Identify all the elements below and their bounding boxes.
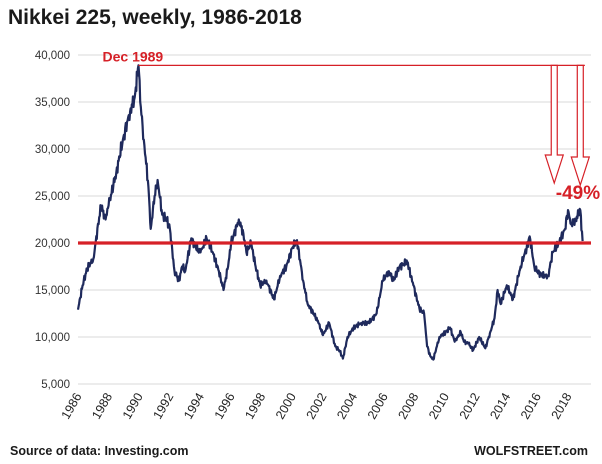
x-tick-label: 1992 <box>150 390 176 421</box>
y-tick-label: 20,000 <box>35 238 70 250</box>
x-tick-label: 2016 <box>518 390 544 421</box>
grid-lines <box>78 54 591 385</box>
x-tick-label: 2018 <box>549 390 575 421</box>
y-tick-label: 5,000 <box>41 379 70 391</box>
x-tick-label: 2008 <box>395 390 421 421</box>
source-note: Source of data: Investing.com <box>10 444 189 458</box>
drop-arrow-left <box>544 64 565 185</box>
y-tick-label: 30,000 <box>35 144 70 156</box>
y-tick-label: 35,000 <box>35 97 70 109</box>
change-label: -49% <box>556 183 600 204</box>
x-tick-label: 2012 <box>457 390 483 421</box>
nikkei-series-line <box>76 64 584 361</box>
brand-label: WOLFSTREET.com <box>474 444 588 458</box>
x-tick-label: 1990 <box>120 390 146 421</box>
x-tick-label: 1988 <box>89 390 115 421</box>
x-tick-label: 2004 <box>334 390 360 421</box>
x-tick-label: 1986 <box>59 390 85 421</box>
y-tick-label: 40,000 <box>35 50 70 62</box>
x-tick-label: 2002 <box>304 390 330 421</box>
x-tick-label: 1998 <box>242 390 268 421</box>
y-axis: 5,000 10,000 15,000 20,000 25,000 30,000 35,00… <box>35 50 70 391</box>
x-axis: 1986 1988 1990 1992 1994 1996 1998 2000 2002 2004… <box>59 390 575 421</box>
y-tick-label: 25,000 <box>35 191 70 203</box>
drop-arrow-right <box>570 64 591 187</box>
y-tick-label: 10,000 <box>35 332 70 344</box>
x-tick-label: 2000 <box>273 390 299 421</box>
annotation-layer: Dec 1989 -49% <box>78 48 600 245</box>
y-tick-label: 15,000 <box>35 285 70 297</box>
peak-label: Dec 1989 <box>103 48 164 64</box>
x-tick-label: 2014 <box>487 390 513 421</box>
series-layer <box>76 64 584 361</box>
x-tick-label: 2010 <box>426 390 452 421</box>
x-tick-label: 1996 <box>212 390 238 421</box>
x-tick-label: 2006 <box>365 390 391 421</box>
chart-title: Nikkei 225, weekly, 1986-2018 <box>8 6 302 29</box>
x-tick-label: 1994 <box>181 390 207 421</box>
